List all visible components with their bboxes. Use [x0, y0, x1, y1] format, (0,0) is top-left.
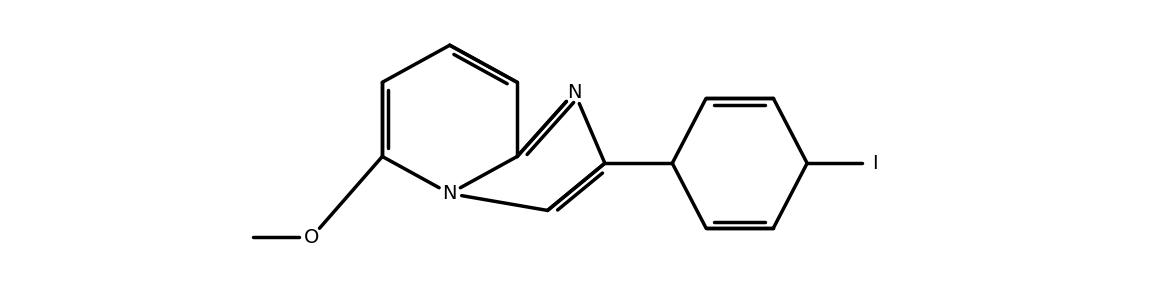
Text: O: O: [303, 228, 319, 247]
Text: N: N: [442, 184, 457, 203]
Text: I: I: [872, 154, 878, 173]
Text: N: N: [568, 83, 581, 102]
